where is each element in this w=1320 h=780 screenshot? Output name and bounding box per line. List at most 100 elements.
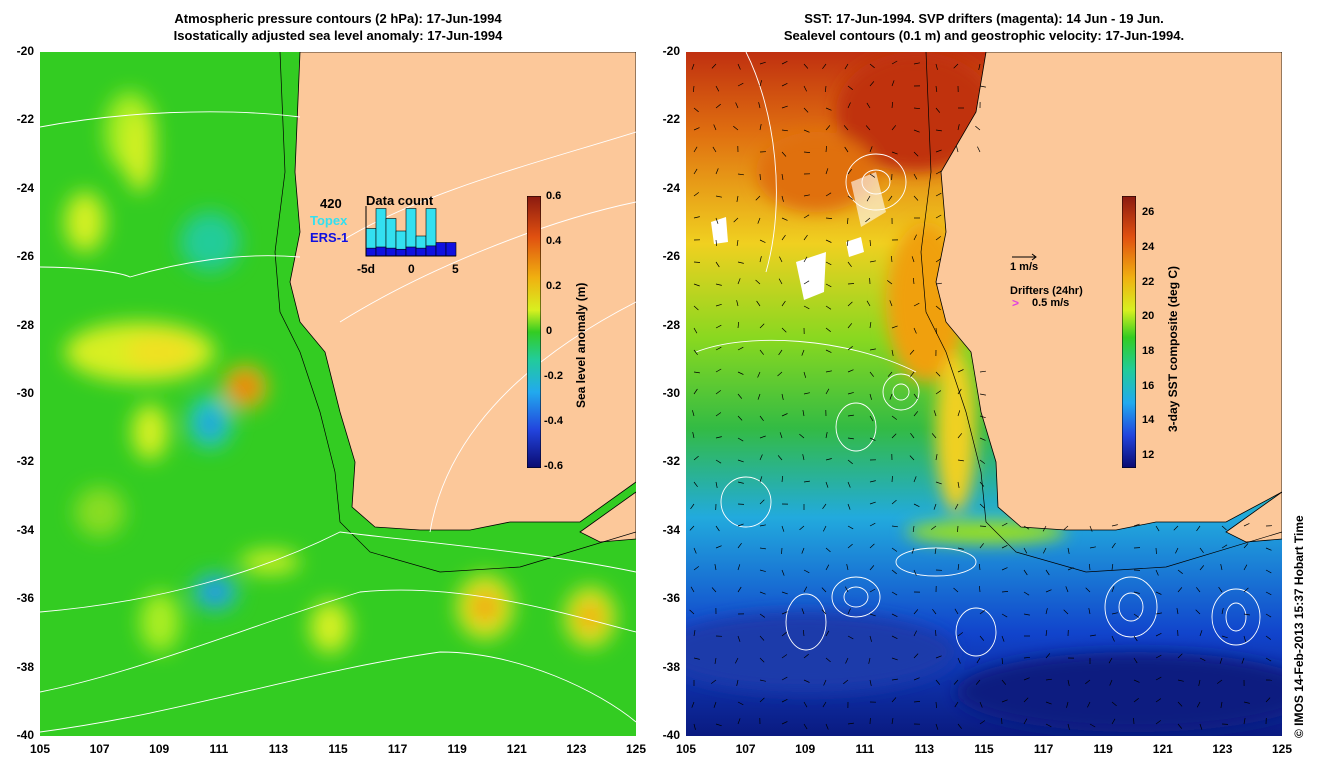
velocity-vector — [737, 564, 741, 571]
velocity-vector — [979, 610, 985, 615]
velocity-vector — [825, 283, 832, 288]
velocity-vector — [847, 346, 853, 351]
left-colorbar — [527, 196, 541, 468]
velocity-vector — [869, 437, 876, 441]
velocity-vector — [737, 481, 744, 484]
velocity-vector — [799, 525, 805, 531]
velocity-vector — [1001, 567, 1008, 571]
left-cbar-tick-4: -0.2 — [544, 370, 563, 382]
inset-ers-bar — [365, 247, 377, 257]
velocity-vector — [847, 392, 854, 395]
left-cbar-tick-0: 0.6 — [546, 190, 562, 202]
velocity-vector — [869, 173, 876, 178]
velocity-vector — [1199, 723, 1203, 730]
velocity-vector — [803, 586, 808, 593]
velocity-vector — [693, 723, 696, 730]
velocity-vector — [781, 151, 787, 157]
velocity-vector — [715, 217, 719, 224]
velocity-vector — [1243, 701, 1250, 704]
velocity-vector — [825, 107, 832, 111]
velocity-vector — [1063, 609, 1069, 615]
left-land-south — [579, 491, 636, 543]
right-ytick: -24 — [662, 180, 680, 195]
velocity-vector — [1045, 653, 1051, 659]
velocity-vector — [869, 322, 872, 329]
velocity-vector — [891, 475, 893, 483]
right-xtick: 105 — [675, 742, 697, 756]
velocity-vector — [756, 300, 761, 307]
velocity-vector — [781, 173, 784, 180]
right-xtick: 113 — [914, 742, 935, 756]
velocity-vector — [1155, 591, 1162, 595]
velocity-vector — [1216, 679, 1223, 684]
velocity-vector — [715, 368, 722, 373]
left-ytick: -26 — [16, 249, 34, 264]
velocity-vector — [1045, 630, 1048, 637]
velocity-vector — [1067, 679, 1070, 686]
right-ytick: -36 — [662, 591, 680, 606]
left-map — [40, 52, 636, 736]
left-anomaly-field — [65, 92, 615, 653]
velocity-vector — [781, 195, 784, 202]
velocity-vector — [847, 283, 855, 285]
velocity-vector — [954, 503, 959, 510]
velocity-vector — [935, 170, 942, 175]
velocity-vector — [845, 657, 849, 664]
velocity-vector — [1221, 635, 1228, 639]
right-cbar-tick-2: 22 — [1142, 276, 1155, 288]
velocity-vector — [759, 323, 765, 329]
right-ytick: -20 — [662, 44, 680, 58]
velocity-vector — [957, 459, 964, 462]
velocity-vector — [1173, 525, 1179, 531]
velocity-vector — [759, 61, 766, 65]
velocity-vector — [823, 679, 827, 686]
velocity-vector — [847, 635, 854, 640]
right-xtick: 123 — [1212, 742, 1233, 756]
velocity-vector — [1155, 698, 1162, 703]
drifter-arrow-icon: > — [1012, 296, 1020, 310]
velocity-vector — [1155, 547, 1157, 555]
velocity-vector — [781, 631, 787, 637]
velocity-vector — [803, 723, 808, 730]
velocity-vector — [979, 525, 987, 527]
velocity-vector — [737, 586, 742, 593]
right-ytick: -30 — [662, 386, 680, 400]
velocity-vector — [821, 587, 827, 593]
velocity-vector — [737, 437, 744, 442]
velocity-vector — [847, 301, 853, 307]
velocity-vector — [737, 278, 741, 285]
velocity-vector — [979, 503, 985, 509]
velocity-vector — [866, 195, 871, 202]
velocity-vector — [799, 433, 805, 439]
velocity-vector — [865, 217, 871, 223]
velocity-vector — [759, 679, 766, 682]
velocity-vector — [735, 102, 739, 109]
velocity-vector — [935, 481, 942, 485]
velocity-vector — [755, 195, 761, 201]
velocity-vector — [847, 481, 851, 488]
velocity-vector — [781, 105, 788, 109]
velocity-vector — [781, 475, 784, 483]
right-cbar-tick-7: 12 — [1142, 449, 1155, 461]
velocity-vector — [737, 459, 744, 463]
velocity-vector — [713, 701, 717, 708]
velocity-vector — [803, 701, 808, 708]
velocity-vector — [801, 349, 805, 356]
velocity-vector — [1177, 679, 1184, 682]
velocity-vector — [913, 107, 921, 110]
velocity-vector — [913, 411, 919, 417]
inset-xtick-2: 5 — [452, 262, 459, 276]
velocity-vector — [781, 129, 788, 132]
velocity-vector — [979, 437, 986, 441]
velocity-vector — [733, 217, 739, 223]
right-ytick: -32 — [662, 454, 680, 469]
velocity-vector — [935, 679, 941, 685]
velocity-vector — [932, 608, 937, 615]
velocity-vector — [715, 346, 722, 351]
velocity-vector — [847, 608, 851, 615]
velocity-vector — [1023, 718, 1028, 725]
velocity-vector — [956, 146, 959, 153]
velocity-vector — [1155, 720, 1162, 725]
velocity-vector — [1067, 547, 1070, 554]
velocity-vector — [1243, 635, 1247, 642]
